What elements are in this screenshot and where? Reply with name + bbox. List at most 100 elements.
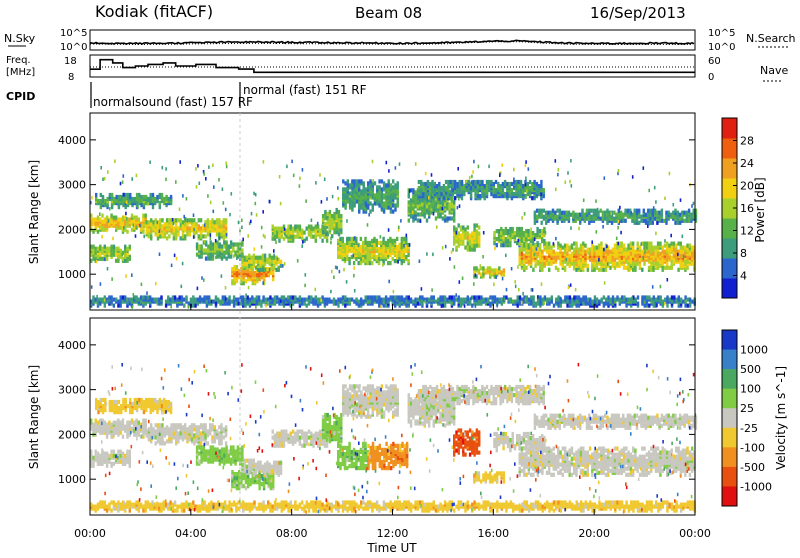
heat-scatter-cell [261,245,263,249]
heat-scatter-cell [596,230,598,234]
heat-cell [687,298,689,302]
heat-cell [115,216,117,220]
heat-cell [421,295,423,299]
heat-cell [616,250,618,254]
heat-cell [627,244,629,248]
heat-cell [401,259,403,263]
heat-cell [287,225,289,229]
heat-cell [101,298,103,302]
heat-cell [521,252,523,256]
heat-cell [169,298,171,302]
heat-cell [414,198,416,202]
heat-scatter-cell [248,286,250,290]
heat-cell [495,188,497,192]
heat-cell [281,295,283,299]
heat-scatter-cell [207,194,209,198]
heat-cell [425,182,427,186]
heat-scatter-cell [393,249,395,253]
heat-cell [557,252,559,256]
heat-cell [184,234,186,238]
heat-cell [106,247,108,251]
heat-cell [120,218,122,222]
heat-cell [246,266,248,270]
heat-cell [669,298,671,302]
heat-cell [453,295,455,299]
heat-cell [479,180,481,184]
heat-cell [110,295,112,299]
date-title: 16/Sep/2013 [590,4,686,22]
heat-cell [126,247,128,251]
heat-cell [537,300,539,304]
heat-scatter-cell [439,197,441,201]
heat-cell [659,264,661,268]
heat-cell [166,236,168,240]
heat-cell [612,248,614,252]
heat-scatter-cell [100,166,102,170]
heat-cell [188,302,190,306]
heat-cell [348,261,350,265]
heat-cell [668,211,670,215]
heat-cell [390,187,392,191]
heat-scatter-cell [321,200,323,204]
heat-cell [454,196,456,200]
heat-cell [301,302,303,306]
heat-cell [126,230,128,234]
heat-cell [660,295,662,299]
heat-cell [488,180,490,184]
power-colorbar-segment [722,158,737,179]
heat-scatter-cell [670,234,672,238]
heat-cell [138,421,140,425]
heat-cell [133,216,135,220]
heat-cell [587,268,589,272]
cpid-mode-1: normalsound (fast) 157 RF [93,95,253,109]
heat-cell [278,227,280,231]
heat-scatter-cell [412,211,414,215]
heat-cell [437,210,439,214]
heat-cell [444,214,446,218]
heat-scatter-cell [455,293,457,297]
heat-cell [486,180,488,184]
heat-cell [312,235,314,239]
heat-cell [686,244,688,248]
heat-cell [548,268,550,272]
heat-cell [297,231,299,235]
heat-scatter-cell [210,233,212,237]
heat-cell [439,206,441,210]
heat-cell [615,213,617,217]
heat-cell [453,225,455,229]
heat-cell [538,184,540,188]
heat-cell [182,234,184,238]
heat-cell [109,400,111,404]
heat-cell [509,194,511,198]
heat-scatter-cell [514,280,516,284]
heat-scatter-cell [398,226,400,230]
heat-cell [673,295,675,299]
heat-cell [499,192,501,196]
heat-cell [382,249,384,253]
heat-cell [569,258,571,262]
heat-cell [360,302,362,306]
heat-cell [362,259,364,263]
heat-cell [594,300,596,304]
heat-cell [349,191,351,195]
heat-cell [367,255,369,259]
heat-cell [147,197,149,201]
heat-scatter-cell [176,257,178,261]
heat-cell [353,201,355,205]
heat-cell [435,300,437,304]
heat-cell [505,227,507,231]
heat-cell [593,246,595,250]
heat-cell [269,262,271,266]
heat-cell [104,406,106,410]
heat-cell [394,183,396,187]
heat-cell [193,218,195,222]
heat-cell [467,231,469,235]
heat-cell [433,200,435,204]
heat-cell [126,421,128,425]
heat-cell [657,266,659,270]
heat-cell [544,262,546,266]
heat-cell [196,253,198,257]
heat-cell [575,242,577,246]
heat-cell [568,211,570,215]
heat-cell [199,295,201,299]
